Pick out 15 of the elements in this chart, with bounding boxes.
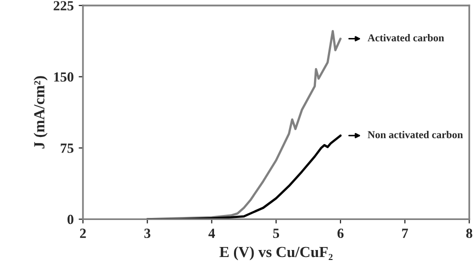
x-tick-label: 5 xyxy=(273,228,280,238)
x-tick-label: 4 xyxy=(208,228,215,238)
x-tick-label: 8 xyxy=(466,228,472,238)
annotation: Non activated carbon xyxy=(368,130,463,138)
y-tick-label: 75 xyxy=(60,144,74,153)
y-tick-label: 0 xyxy=(68,214,74,224)
x-tick-label: 2 xyxy=(80,228,86,238)
x-axis-title: E (V) vs Cu/CuF₂ xyxy=(220,246,333,260)
x-tick-label: 7 xyxy=(402,228,408,238)
y-tick-label: 150 xyxy=(54,72,74,82)
y-axis-title: J (mA/cm²) xyxy=(34,76,48,149)
x-tick-label: 6 xyxy=(337,228,344,238)
x-tick-label: 3 xyxy=(144,228,150,238)
y-tick-label: 225 xyxy=(54,1,74,10)
annotation: Activated carbon xyxy=(368,34,444,42)
